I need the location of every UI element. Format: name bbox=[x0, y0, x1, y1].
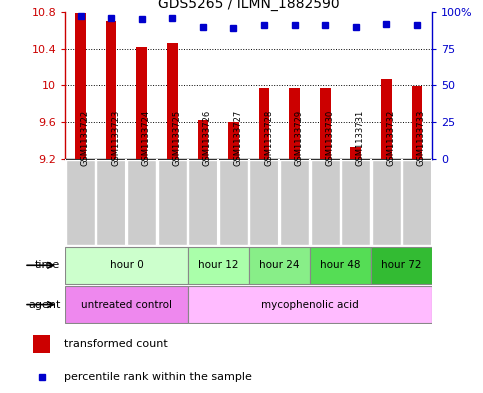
FancyBboxPatch shape bbox=[249, 247, 310, 284]
Bar bbox=[412, 86, 422, 159]
Text: GSM1133731: GSM1133731 bbox=[356, 110, 365, 166]
Text: hour 0: hour 0 bbox=[110, 260, 143, 270]
FancyBboxPatch shape bbox=[65, 286, 187, 323]
Bar bbox=[381, 79, 392, 159]
Bar bbox=[75, 13, 86, 159]
Text: time: time bbox=[35, 260, 60, 270]
FancyBboxPatch shape bbox=[187, 247, 249, 284]
Text: GSM1133725: GSM1133725 bbox=[172, 110, 181, 166]
Text: GSM1133732: GSM1133732 bbox=[386, 110, 396, 166]
FancyBboxPatch shape bbox=[97, 160, 126, 245]
Bar bbox=[198, 119, 208, 159]
FancyBboxPatch shape bbox=[371, 247, 432, 284]
FancyBboxPatch shape bbox=[280, 160, 309, 245]
Bar bbox=[136, 47, 147, 159]
Text: transformed count: transformed count bbox=[64, 339, 168, 349]
Bar bbox=[33, 334, 50, 353]
Bar bbox=[259, 88, 270, 159]
FancyBboxPatch shape bbox=[65, 247, 187, 284]
Text: hour 48: hour 48 bbox=[320, 260, 361, 270]
Bar bbox=[167, 43, 178, 159]
Text: GSM1133726: GSM1133726 bbox=[203, 110, 212, 166]
Text: percentile rank within the sample: percentile rank within the sample bbox=[64, 372, 252, 382]
Title: GDS5265 / ILMN_1882590: GDS5265 / ILMN_1882590 bbox=[158, 0, 340, 11]
FancyBboxPatch shape bbox=[311, 160, 340, 245]
Text: hour 12: hour 12 bbox=[198, 260, 239, 270]
Text: GSM1133724: GSM1133724 bbox=[142, 110, 151, 166]
Text: hour 72: hour 72 bbox=[382, 260, 422, 270]
Text: mycophenolic acid: mycophenolic acid bbox=[261, 299, 359, 310]
Text: GSM1133728: GSM1133728 bbox=[264, 110, 273, 166]
FancyBboxPatch shape bbox=[187, 286, 432, 323]
Text: GSM1133723: GSM1133723 bbox=[111, 110, 120, 166]
Text: GSM1133733: GSM1133733 bbox=[417, 110, 426, 166]
FancyBboxPatch shape bbox=[66, 160, 95, 245]
Bar bbox=[289, 88, 300, 159]
Bar bbox=[228, 122, 239, 159]
FancyBboxPatch shape bbox=[188, 160, 217, 245]
Bar bbox=[320, 88, 330, 159]
FancyBboxPatch shape bbox=[249, 160, 279, 245]
Bar bbox=[351, 147, 361, 159]
Text: untreated control: untreated control bbox=[81, 299, 172, 310]
FancyBboxPatch shape bbox=[341, 160, 370, 245]
FancyBboxPatch shape bbox=[402, 160, 432, 245]
Bar bbox=[106, 21, 116, 159]
FancyBboxPatch shape bbox=[310, 247, 371, 284]
FancyBboxPatch shape bbox=[372, 160, 401, 245]
FancyBboxPatch shape bbox=[157, 160, 187, 245]
Text: GSM1133727: GSM1133727 bbox=[233, 110, 242, 166]
FancyBboxPatch shape bbox=[219, 160, 248, 245]
Text: agent: agent bbox=[28, 299, 60, 310]
Text: GSM1133730: GSM1133730 bbox=[325, 110, 334, 166]
FancyBboxPatch shape bbox=[127, 160, 156, 245]
Text: GSM1133729: GSM1133729 bbox=[295, 110, 304, 166]
Text: GSM1133722: GSM1133722 bbox=[81, 110, 89, 166]
Text: hour 24: hour 24 bbox=[259, 260, 299, 270]
